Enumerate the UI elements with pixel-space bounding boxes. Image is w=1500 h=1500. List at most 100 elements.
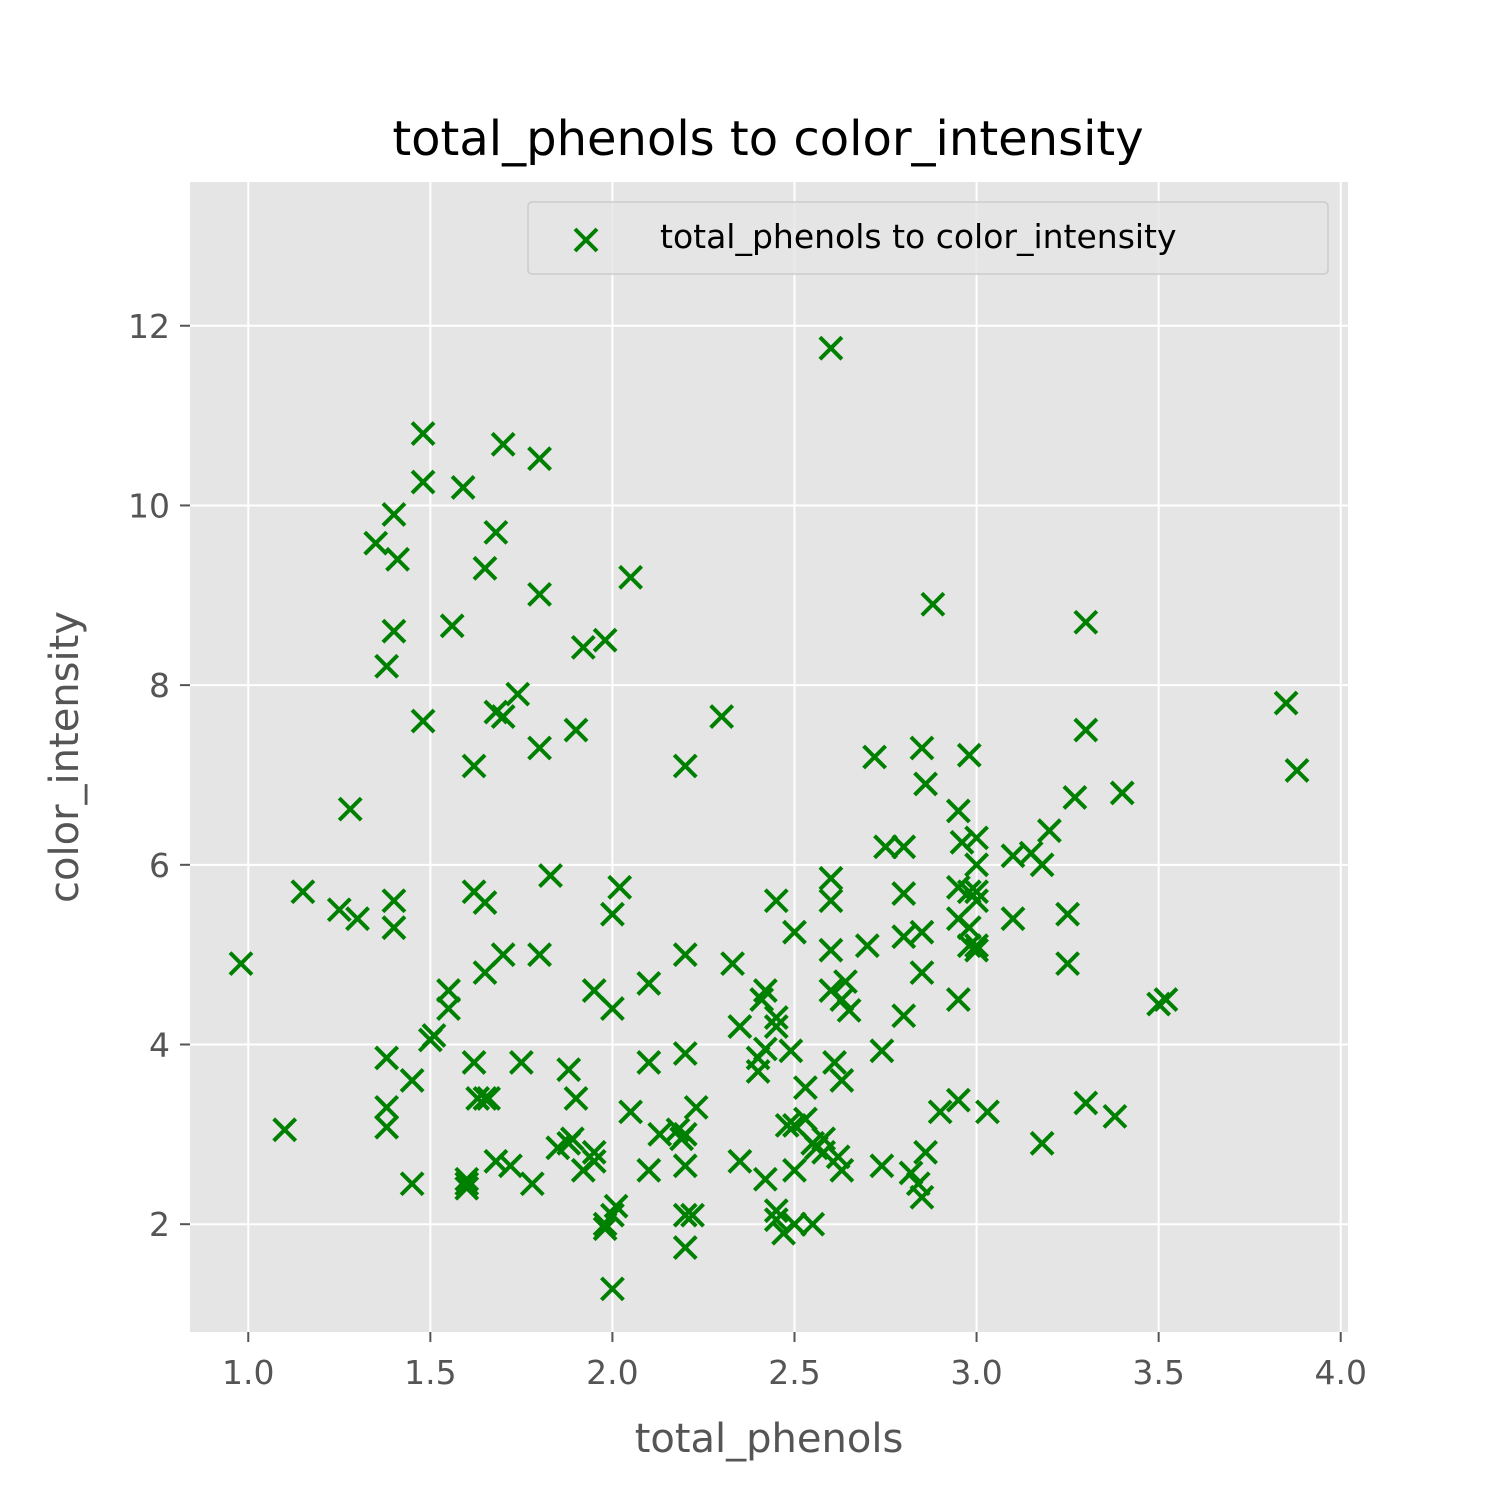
data-point [1055,901,1081,927]
data-point [680,1202,705,1228]
data-point [945,798,971,824]
data-point [483,519,509,545]
data-point [636,1157,662,1183]
data-point [381,618,407,644]
data-point [822,1050,847,1075]
data-point [618,1099,644,1125]
data-point [782,1211,807,1237]
x-tick-label: 3.5 [1132,1353,1184,1392]
data-point [465,1085,491,1111]
x-axis-label: total_phenols [635,1416,904,1462]
data-point [290,879,316,905]
data-point [636,970,662,996]
data-point [374,1045,400,1071]
data-point [862,744,888,770]
plot-area [190,182,1348,1332]
data-point [763,1014,789,1039]
data-point [337,796,363,822]
data-point [818,865,844,891]
data-point [1029,1130,1055,1156]
legend-marker-x-icon [573,227,599,253]
data-point [363,530,389,556]
data-point [439,613,465,639]
data-point [709,704,735,729]
data-point [836,997,862,1023]
data-point [891,834,917,860]
data-point [538,863,563,889]
data-point [490,942,516,968]
data-point [869,1038,895,1064]
data-point [964,933,989,959]
data-point [527,735,552,761]
data-point [793,1075,818,1101]
data-point [964,852,989,878]
data-point [527,942,552,968]
data-point [672,1121,698,1147]
data-point [559,1126,585,1152]
data-point [1029,852,1055,878]
data-point [527,581,552,607]
data-points [228,335,1310,1302]
data-point [898,1160,924,1186]
data-point [800,1211,826,1237]
data-point [818,888,844,914]
data-point [818,937,844,963]
legend-box [527,201,1329,275]
data-point [891,881,917,906]
data-point [472,890,498,915]
data-point [505,681,531,707]
data-point [374,1114,400,1140]
data-point [920,591,946,617]
data-point [793,1106,818,1132]
data-point [603,1193,629,1219]
data-point [909,960,935,986]
data-point [600,996,625,1021]
data-point [720,951,745,977]
data-point [927,1099,953,1125]
data-point [891,1003,917,1029]
data-point [436,996,461,1021]
data-point [909,919,935,945]
data-point [854,933,880,959]
data-point [581,1148,607,1174]
data-point [909,735,935,761]
data-point [818,335,844,361]
data-point [374,653,400,679]
data-point [1055,951,1081,977]
data-point [956,915,982,941]
data-point [829,1157,855,1183]
data-point [1153,987,1179,1012]
data-point [774,1112,800,1138]
y-tick-label: 8 [149,666,170,705]
data-point [647,1121,673,1147]
data-point [476,1085,502,1111]
data-point [399,1068,425,1093]
x-tick-label: 1.0 [222,1353,274,1392]
data-point [949,829,975,855]
data-point [727,1148,753,1174]
data-point [410,421,436,446]
data-point [873,834,898,860]
data-point [450,475,476,500]
data-point [1073,717,1099,743]
data-point [1062,785,1088,810]
data-point [461,753,487,779]
data-point [228,951,254,977]
data-point [508,1050,534,1075]
data-point [672,1202,698,1228]
data-point [618,564,644,590]
data-point [483,1148,509,1174]
data-point [454,1175,480,1201]
y-tick-label: 12 [128,307,170,346]
data-point [563,1085,589,1111]
data-point [410,469,436,495]
data-point [472,1085,498,1111]
data-point [745,1059,771,1084]
data-point [519,1171,545,1197]
data-point [272,1117,298,1143]
data-point [763,1198,789,1224]
y-axis-ticks: 2 4 6 8 10 12 [128,307,190,1244]
data-point [763,1005,789,1030]
chart-title: total_phenols to color_intensity [392,111,1143,167]
